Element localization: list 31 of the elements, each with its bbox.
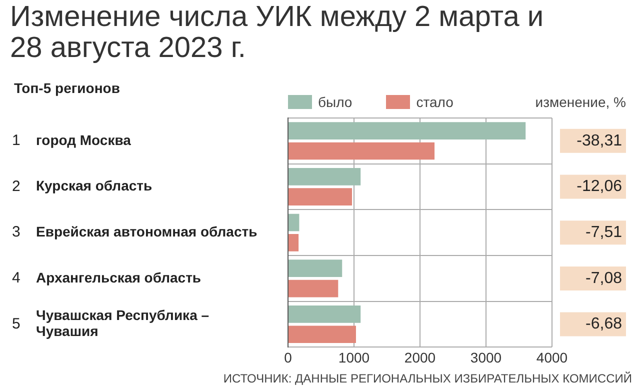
- x-tick-label: 1000: [338, 349, 370, 366]
- x-tick-label: 4000: [536, 349, 568, 366]
- y-tick-label: 1 город Москва: [12, 132, 132, 150]
- text: -7,08: [586, 270, 622, 287]
- bar: [288, 168, 361, 186]
- y-tick-label: 5 Чувашская Республика – Чувашия: [12, 307, 210, 340]
- y-tick-label: 4 Архангельская область: [12, 269, 202, 287]
- bar: [288, 122, 526, 140]
- legend-label: было: [317, 94, 352, 110]
- text: ИСТОЧНИК: ДАННЫЕ РЕГИОНАЛЬНЫХ ИЗБИРАТЕЛЬНЫХ КОМИССИЙ: [223, 371, 632, 386]
- text: -38,31: [576, 132, 622, 150]
- x-tick-label: 3000: [470, 349, 502, 366]
- bar: [288, 260, 342, 278]
- bar: [288, 214, 300, 232]
- y-tick-label: 3 Еврейская автономная область: [12, 223, 258, 241]
- bar: [288, 234, 299, 252]
- bar: [288, 280, 338, 298]
- text: изменение, %: [535, 94, 626, 110]
- x-tick-label: 2000: [404, 349, 436, 366]
- text: -6,68: [586, 316, 622, 333]
- y-tick-label: 2 Курская область: [12, 178, 153, 195]
- bar: [288, 188, 352, 206]
- x-tick-label: 0: [284, 349, 292, 366]
- text: -12,06: [576, 178, 622, 196]
- bar: [288, 326, 356, 344]
- chart-title: Изменение числа УИК между 2 марта и 28 августа 2023 г.: [10, 1, 545, 64]
- legend-label: стало: [415, 94, 454, 110]
- text: -7,51: [586, 224, 622, 242]
- bar: [288, 142, 435, 160]
- bar: [288, 306, 361, 323]
- text: Топ-5 регионов: [14, 80, 120, 96]
